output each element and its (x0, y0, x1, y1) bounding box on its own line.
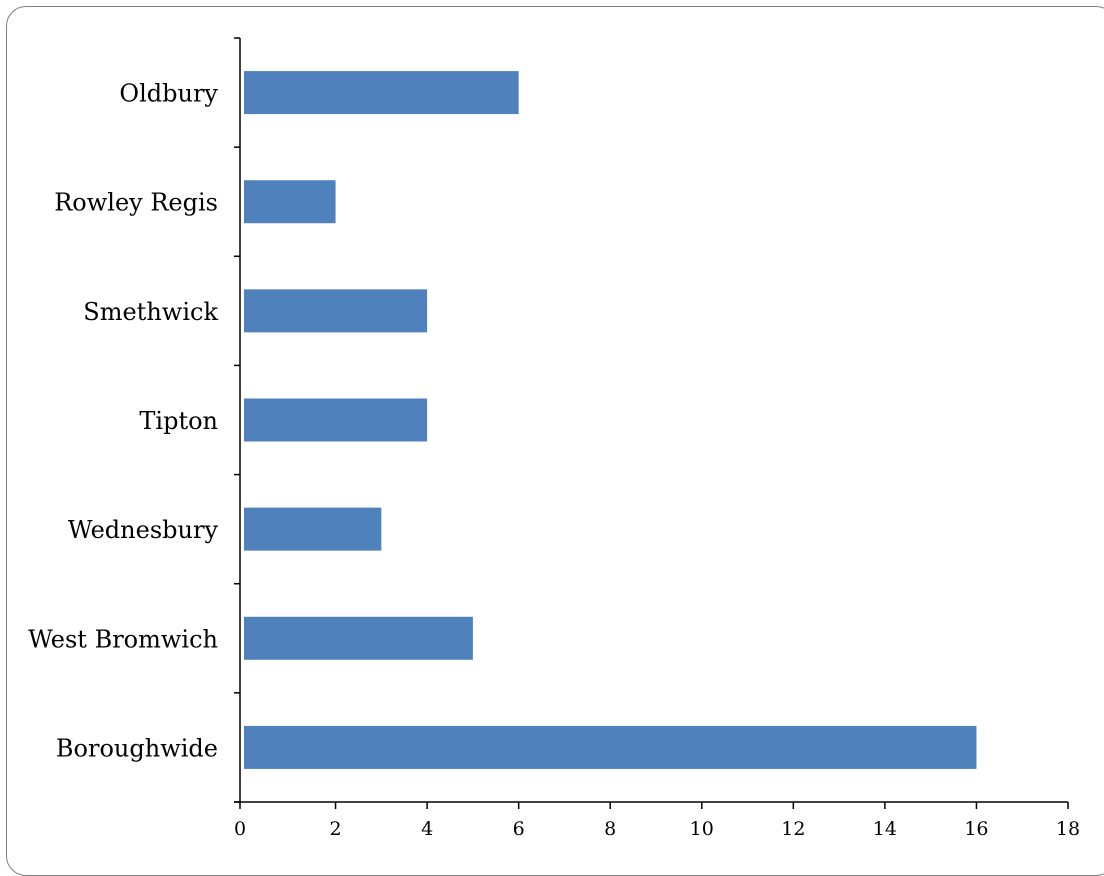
category-label-smethwick: Smethwick (83, 298, 218, 326)
x-tick-label: 12 (781, 818, 805, 840)
category-label-west-bromwich: West Bromwich (28, 625, 218, 653)
bar-wednesbury (244, 507, 382, 551)
bar-tipton (244, 398, 428, 442)
category-label-oldbury: Oldbury (119, 80, 218, 108)
x-tick-label: 4 (421, 818, 433, 840)
x-tick-label: 6 (513, 818, 525, 840)
x-tick-label: 0 (234, 818, 246, 840)
axes-group (234, 37, 1069, 809)
bars-group (244, 71, 977, 769)
bar-rowley-regis (244, 180, 336, 224)
category-label-boroughwide: Boroughwide (56, 734, 218, 762)
x-tick-label: 10 (690, 818, 714, 840)
x-tick-label: 18 (1056, 818, 1080, 840)
category-labels: Oldbury Rowley Regis Smethwick Tipton Wednes… (28, 80, 218, 763)
bar-west-bromwich (244, 616, 473, 660)
x-tick-label: 16 (964, 818, 988, 840)
bar-boroughwide (244, 725, 977, 769)
x-tick-label: 8 (604, 818, 616, 840)
category-label-rowley-regis: Rowley Regis (54, 189, 218, 217)
x-tick-label: 14 (873, 818, 897, 840)
bar-oldbury (244, 71, 519, 115)
bar-chart: Oldbury Rowley Regis Smethwick Tipton Wednes… (28, 37, 1080, 840)
x-tick-labels: 0 2 4 6 8 10 12 14 16 18 (234, 818, 1080, 840)
x-tick-label: 2 (330, 818, 342, 840)
category-label-tipton: Tipton (139, 407, 218, 435)
bar-smethwick (244, 289, 428, 333)
category-label-wednesbury: Wednesbury (68, 516, 219, 544)
